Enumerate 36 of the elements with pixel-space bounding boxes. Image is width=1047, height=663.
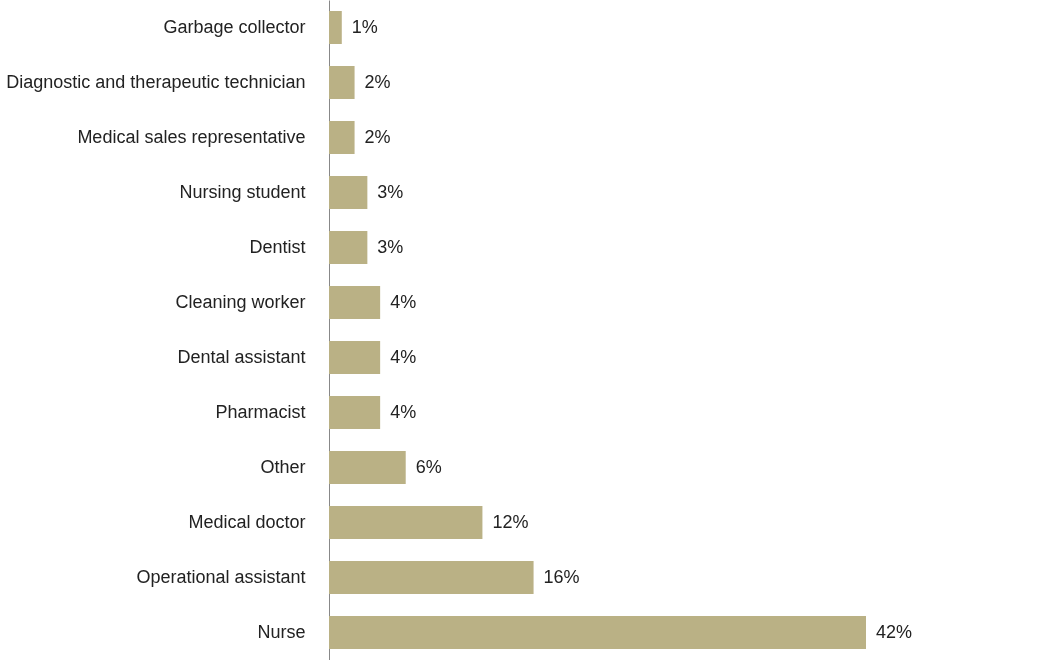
y-tick-label: Dentist: [249, 236, 306, 257]
data-label: 42%: [876, 621, 913, 642]
bar: [329, 231, 368, 264]
bar: [329, 286, 381, 319]
y-tick-label: Pharmacist: [215, 401, 306, 422]
data-label: 6%: [415, 456, 442, 477]
y-tick-label: Operational assistant: [136, 566, 306, 587]
data-label: 1%: [351, 16, 378, 37]
y-tick-label: Garbage collector: [163, 16, 306, 37]
bar: [329, 396, 381, 429]
data-label: 3%: [377, 181, 404, 202]
y-tick-label: Cleaning worker: [175, 291, 306, 312]
bar: [329, 121, 355, 154]
bar: [329, 176, 368, 209]
bar: [329, 561, 534, 594]
y-tick-label: Nursing student: [179, 181, 306, 202]
bar: [329, 341, 381, 374]
y-tick-label: Nurse: [257, 621, 306, 642]
y-tick-label: Medical doctor: [188, 511, 306, 532]
bar: [329, 616, 866, 649]
bar: [329, 66, 355, 99]
y-tick-label: Medical sales representative: [77, 126, 306, 147]
bar: [329, 11, 342, 44]
data-label: 3%: [377, 236, 404, 257]
y-tick-label: Dental assistant: [177, 346, 306, 367]
data-label: 4%: [390, 291, 417, 312]
data-label: 4%: [390, 401, 417, 422]
y-tick-label: Diagnostic and therapeutic technician: [6, 71, 306, 92]
data-label: 16%: [543, 566, 580, 587]
data-label: 2%: [364, 71, 391, 92]
bar: [329, 506, 483, 539]
data-label: 2%: [364, 126, 391, 147]
y-tick-label: Other: [260, 456, 306, 477]
data-label: 4%: [390, 346, 417, 367]
data-label: 12%: [492, 511, 529, 532]
bar: [329, 451, 406, 484]
